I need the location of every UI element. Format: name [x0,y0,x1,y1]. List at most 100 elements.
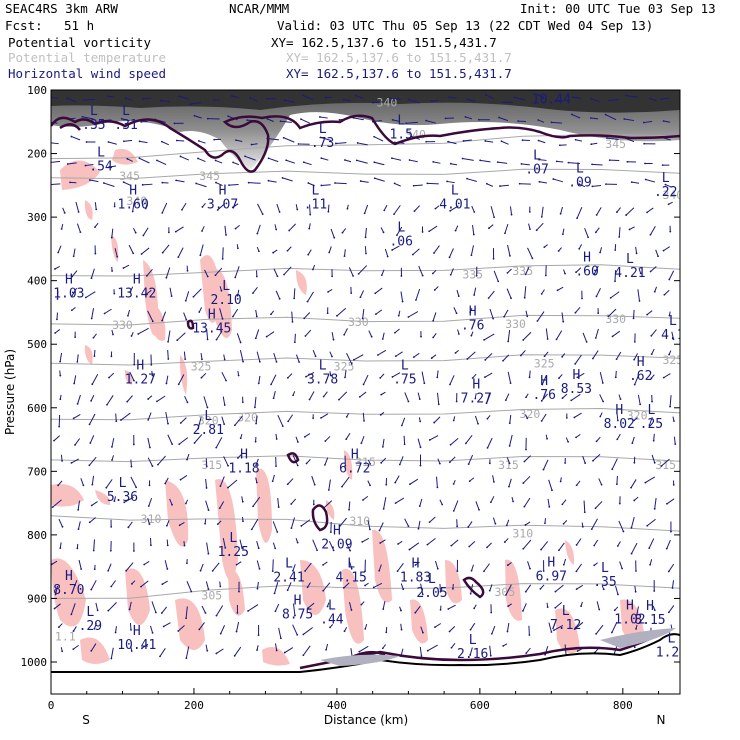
wind-vector [343,582,350,589]
isentrope-label: 315 [355,455,376,469]
wind-vector-tip [544,274,547,277]
wind-vector [593,539,599,546]
isentrope-label: 340 [662,188,683,202]
wind-vector-tip [602,588,605,591]
wind-vector-tip [604,113,607,116]
wind-vector-tip [296,541,299,544]
wind-vector [383,497,387,509]
wind-vector-tip [282,136,285,139]
wind-vector-tip [81,115,84,118]
wind-vector-tip [400,628,403,631]
wind-vector-tip [131,210,134,213]
wind-vector-tip [385,483,388,486]
wind-vector [541,206,544,217]
wind-vector [668,605,675,613]
wind-vector-tip [344,376,346,379]
wind-vector-tip [140,585,142,588]
wind-vector-tip [432,336,435,339]
wind-vector-tip [508,462,511,465]
wind-vector [436,370,439,378]
wind-vector [524,286,527,298]
isentrope-label: 310 [512,527,533,541]
wind-vector-tip [671,587,674,589]
wind-vector [108,372,115,378]
wind-vector [89,435,95,444]
wind-vector-tip [409,483,411,486]
wind-vector-tip [464,116,467,118]
wind-vector-tip [394,481,397,484]
wind-vector-tip [653,290,656,293]
wind-vector-tip [313,483,316,486]
extremum-value: 10.44 [532,93,571,108]
isentrope-335 [51,264,680,277]
wind-vector-tip [503,315,505,318]
wind-vector [470,622,476,630]
pv-blob [95,490,111,505]
wind-vector-tip [204,612,207,614]
wind-vector-tip [455,312,458,315]
wind-vector-tip [537,139,540,142]
wind-vector-tip [88,179,91,181]
wind-vector-tip [275,649,278,652]
extremum-marker: H [583,250,591,265]
wind-vector [618,227,621,238]
wind-vector [128,244,134,254]
wind-vector-tip [58,425,61,428]
wind-vector-tip [567,161,570,164]
wind-vector-tip [662,120,665,122]
wind-vector-tip [271,480,274,483]
wind-vector-tip [381,445,384,448]
wind-vector [200,352,203,360]
wind-vector [236,333,242,343]
extremum-marker: L [204,409,212,424]
wind-vector-tip [212,98,215,101]
wind-vector [645,178,656,183]
wind-vector [489,645,492,656]
wind-vector-tip [469,592,472,595]
x-tick-label: 400 [327,699,347,712]
wind-vector [54,603,61,609]
wind-vector-tip [539,588,542,590]
wind-vector [126,395,133,402]
wind-vector-tip [520,163,523,165]
wind-vector-tip [513,96,516,99]
wind-vector-tip [590,528,593,531]
wind-vector-tip [140,647,143,650]
wind-vector-tip [215,181,217,184]
wind-vector-tip [526,417,529,420]
extremum-value: 8.70 [53,583,84,598]
wind-vector [162,244,170,253]
wind-vector-tip [407,400,410,403]
wind-vector-tip [426,649,429,652]
wind-vector [232,161,240,166]
wind-vector-tip [660,465,663,467]
wind-vector [428,225,438,232]
wind-vector-tip [540,420,543,422]
wind-vector-tip [537,94,540,96]
wind-vector-tip [177,95,180,98]
wind-vector [582,456,586,464]
wind-vector [375,309,383,315]
wind-vector [499,184,509,187]
wind-vector-tip [71,275,74,278]
wind-vector [274,603,280,612]
wind-vector-tip [525,448,527,451]
wind-vector-tip [293,297,296,300]
wind-vector-tip [185,657,188,660]
wind-vector-tip [290,503,293,505]
wind-vector [302,645,311,656]
wind-vector-tip [197,427,200,430]
isentrope-label: 345 [119,169,140,183]
wind-vector-tip [329,626,331,629]
wind-vector-tip [307,182,310,184]
wind-vector-tip [470,254,473,257]
wind-vector [71,136,81,141]
wind-vector-tip [382,231,385,234]
wind-vector [73,375,77,384]
wind-vector-tip [334,142,337,145]
wind-vector-tip [115,420,118,423]
wind-vector-tip [456,570,459,572]
wind-vector [185,646,190,659]
wind-vector-tip [452,419,455,422]
wind-vector [465,434,473,444]
